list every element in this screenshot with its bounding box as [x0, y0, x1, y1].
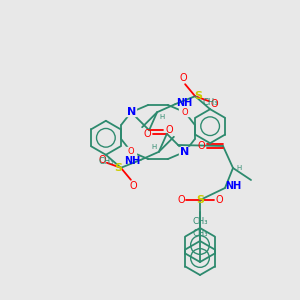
Text: S: S — [194, 91, 202, 101]
Text: O: O — [197, 141, 205, 151]
Text: NH: NH — [124, 156, 140, 166]
Text: N: N — [127, 107, 136, 117]
Text: N: N — [180, 147, 190, 157]
Text: CH₃: CH₃ — [202, 98, 218, 107]
Text: O: O — [179, 73, 187, 83]
Text: O: O — [128, 147, 134, 156]
Text: CH₃: CH₃ — [192, 230, 208, 238]
Text: O: O — [210, 99, 218, 109]
Text: O: O — [129, 181, 137, 191]
Text: O: O — [182, 108, 188, 117]
Text: S: S — [196, 195, 204, 205]
Text: H: H — [151, 144, 157, 150]
Text: CH₃: CH₃ — [192, 217, 208, 226]
FancyBboxPatch shape — [179, 107, 191, 117]
FancyBboxPatch shape — [125, 147, 137, 157]
FancyBboxPatch shape — [125, 107, 137, 117]
Text: CH₃: CH₃ — [98, 157, 114, 166]
Text: O: O — [215, 195, 223, 205]
Text: S: S — [114, 163, 122, 173]
Text: O: O — [143, 129, 151, 139]
Text: O: O — [165, 125, 173, 135]
FancyBboxPatch shape — [179, 147, 191, 157]
Text: NH: NH — [225, 181, 241, 191]
Text: H: H — [236, 165, 242, 171]
Text: H: H — [160, 114, 165, 120]
Text: NH: NH — [176, 98, 192, 108]
Text: O: O — [177, 195, 185, 205]
Text: O: O — [98, 155, 106, 165]
